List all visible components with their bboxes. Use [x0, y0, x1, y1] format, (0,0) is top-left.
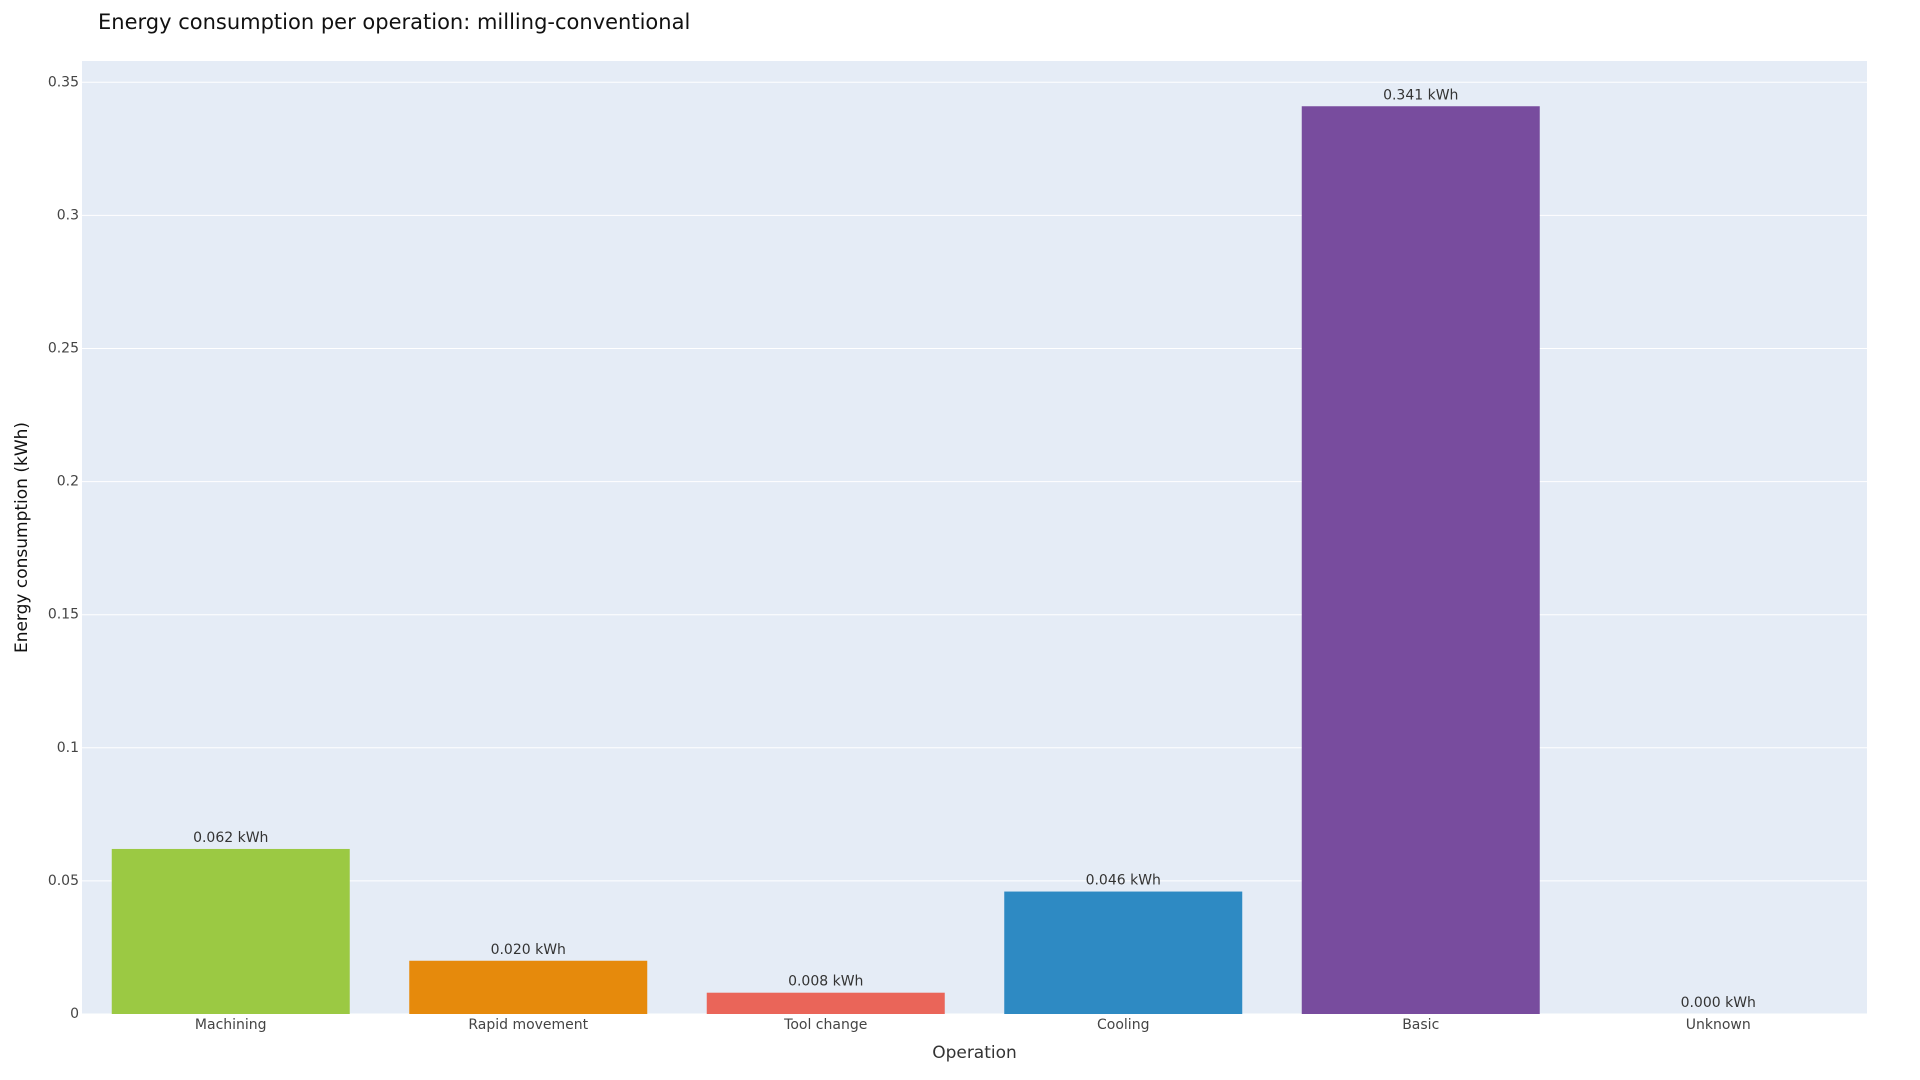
value-label: 0.000 kWh [1681, 995, 1756, 1011]
bar [706, 992, 945, 1014]
x-tick-label: Rapid movement [468, 1017, 588, 1033]
x-tick-label: Tool change [783, 1017, 867, 1033]
value-label: 0.341 kWh [1383, 87, 1458, 103]
bar [111, 848, 350, 1014]
y-tick-label: 0.2 [57, 474, 79, 490]
x-tick-label: Unknown [1686, 1017, 1751, 1033]
y-tick-label: 0.05 [48, 873, 79, 889]
bar [1301, 106, 1540, 1014]
y-tick-label: 0.1 [57, 740, 79, 756]
y-tick-label: 0.35 [48, 74, 79, 90]
bar [409, 960, 648, 1014]
y-axis-title: Energy consumption (kWh) [12, 422, 32, 653]
value-label: 0.046 kWh [1086, 873, 1161, 889]
y-tick-label: 0.15 [48, 607, 79, 623]
y-tick-label: 0 [70, 1006, 79, 1022]
bar [1004, 891, 1243, 1014]
x-tick-label: Basic [1402, 1017, 1439, 1033]
value-label: 0.020 kWh [491, 942, 566, 958]
plot-area [82, 61, 1867, 1014]
chart-title: Energy consumption per operation: millin… [98, 10, 690, 34]
x-tick-label: Machining [195, 1017, 267, 1033]
y-tick-label: 0.3 [57, 207, 79, 223]
x-axis-title: Operation [932, 1043, 1017, 1063]
value-label: 0.062 kWh [193, 830, 268, 846]
y-tick-label: 0.25 [48, 340, 79, 356]
value-label: 0.008 kWh [788, 974, 863, 990]
x-tick-label: Cooling [1097, 1017, 1149, 1033]
